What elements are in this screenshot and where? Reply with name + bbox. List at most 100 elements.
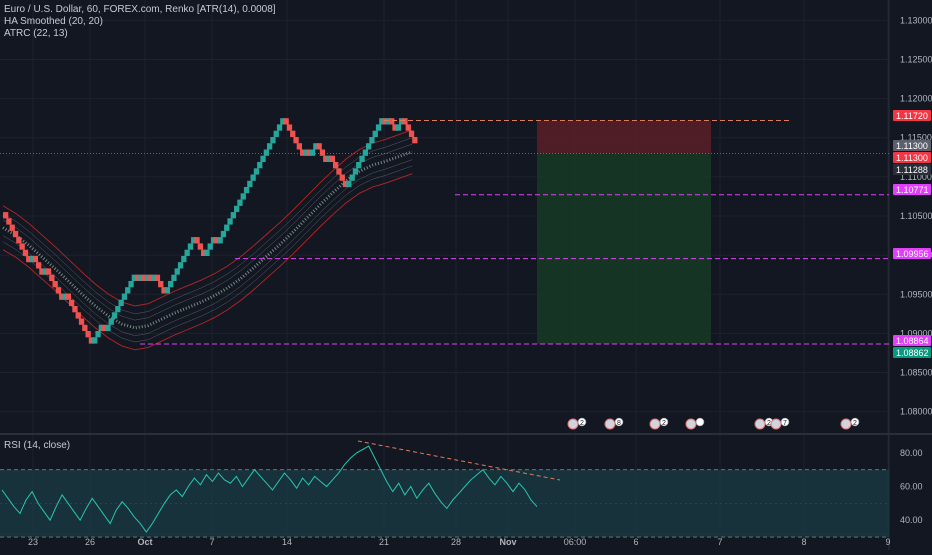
- price-tick-label: 1.12000: [900, 94, 932, 104]
- event-count-badge: [659, 417, 669, 427]
- time-tick-label: 06:00: [564, 537, 587, 547]
- renko-brick-down: [135, 274, 141, 281]
- renko-brick-down: [283, 118, 289, 125]
- renko-brick-down: [342, 180, 349, 188]
- renko-brick-up: [42, 268, 48, 275]
- price-tag: [893, 110, 931, 121]
- renko-brick-up: [181, 255, 187, 263]
- renko-brick-up: [399, 118, 405, 125]
- event-marker-icon: [770, 418, 782, 430]
- event-marker-label: 3: [596, 420, 600, 427]
- rsi-title[interactable]: RSI (14, close): [4, 440, 71, 451]
- renko-brick-down: [197, 243, 203, 250]
- renko-brick-up: [257, 162, 263, 169]
- renko-brick-down: [52, 281, 58, 288]
- renko-brick-up: [379, 118, 385, 125]
- price-tag: [893, 140, 931, 151]
- price-tick-label: 1.13000: [900, 15, 932, 25]
- renko-brick-down: [194, 237, 200, 244]
- price-tag-label: 1.08862: [896, 348, 929, 358]
- price-tag-label: 1.11300: [896, 153, 928, 163]
- renko-brick-down: [158, 281, 164, 288]
- chart-legend: Euro / U.S. Dollar, 60, FOREX.com, Renko…: [4, 4, 276, 40]
- renko-brick-up: [168, 281, 174, 288]
- time-tick-label: 8: [801, 537, 806, 547]
- renko-brick-up: [366, 143, 372, 150]
- rsi-tick-label: 80.00: [900, 448, 923, 458]
- symbol-title[interactable]: Euro / U.S. Dollar, 60, FOREX.com, Renko…: [4, 4, 276, 15]
- renko-brick-down: [72, 306, 78, 313]
- renko-brick-up: [95, 331, 101, 338]
- time-tick-label: 7: [717, 537, 722, 547]
- renko-brick-up: [280, 118, 286, 125]
- renko-brick-up: [276, 124, 283, 131]
- renko-brick-up: [369, 137, 375, 144]
- time-tick-label: 7: [209, 537, 214, 547]
- renko-brick-up: [270, 137, 276, 144]
- event-marker-label: 2: [853, 420, 857, 427]
- renko-brick-up: [309, 149, 316, 156]
- price-tick-label: 1.11000: [900, 172, 932, 182]
- renko-brick-down: [75, 312, 81, 319]
- renko-brick-down: [16, 237, 22, 244]
- renko-brick-down: [88, 337, 95, 344]
- renko-brick-down: [39, 268, 45, 275]
- price-tag-label: 1.10771: [896, 185, 929, 195]
- take-profit-zone: [537, 153, 711, 345]
- renko-brick-down: [26, 255, 32, 263]
- price-tag-label: 1.11720: [896, 111, 928, 121]
- price-tag: [893, 248, 931, 259]
- price-tag-label: 1.08864: [896, 336, 929, 346]
- renko-brick-up: [184, 249, 190, 256]
- renko-brick-up: [267, 143, 273, 150]
- renko-brick-up: [250, 174, 256, 181]
- renko-brick-up: [204, 249, 210, 256]
- event-marker-label: 2: [662, 420, 666, 427]
- renko-brick-up: [273, 130, 279, 137]
- time-tick-label: 6: [633, 537, 638, 547]
- price-tag: [893, 347, 931, 358]
- renko-brick-up: [313, 143, 319, 150]
- renko-brick-up: [352, 168, 359, 175]
- event-marker-label: 2: [580, 420, 584, 427]
- time-tick-label: 14: [282, 537, 292, 547]
- event-marker-icon: [754, 418, 766, 430]
- event-marker-label: 4: [588, 420, 592, 427]
- renko-brick-up: [115, 306, 121, 313]
- atrc-outer-band: [2, 129, 413, 307]
- atrc-label[interactable]: ATRC (22, 13): [4, 28, 68, 39]
- renko-brick-down: [32, 255, 38, 263]
- renko-brick-up: [177, 262, 184, 269]
- renko-brick-up: [171, 274, 177, 281]
- renko-brick-down: [412, 137, 418, 144]
- renko-brick-down: [316, 143, 322, 150]
- time-tick-label: 9: [885, 537, 890, 547]
- renko-brick-down: [392, 124, 398, 131]
- rsi-tick-label: 40.00: [900, 515, 923, 525]
- event-count-badge: [850, 417, 860, 427]
- price-tag-label: 1.11300: [896, 141, 928, 151]
- renko-brick-up: [359, 155, 365, 162]
- renko-brick-down: [102, 324, 108, 332]
- time-tick-label: Oct: [137, 537, 152, 547]
- renko-brick-down: [408, 130, 415, 137]
- stop-loss-zone: [537, 120, 711, 154]
- renko-brick-down: [293, 137, 299, 144]
- ha-smoothed-label[interactable]: HA Smoothed (20, 20): [4, 16, 103, 27]
- renko-brick-up: [118, 299, 124, 306]
- atrc-inner-band: [2, 165, 413, 343]
- event-marker-icon: [604, 418, 616, 430]
- renko-brick-down: [201, 249, 207, 256]
- renko-brick-up: [303, 149, 309, 156]
- price-tag-label: 1.09956: [896, 249, 929, 259]
- rsi-tick-label: 60.00: [900, 482, 923, 492]
- event-marker-icon: [649, 418, 661, 430]
- price-tick-label: 1.08500: [900, 368, 932, 378]
- renko-brick-up: [62, 293, 68, 300]
- event-marker-label: 7: [783, 420, 787, 427]
- renko-brick-up: [207, 243, 213, 250]
- renko-brick-down: [78, 318, 85, 325]
- renko-brick-up: [362, 149, 368, 156]
